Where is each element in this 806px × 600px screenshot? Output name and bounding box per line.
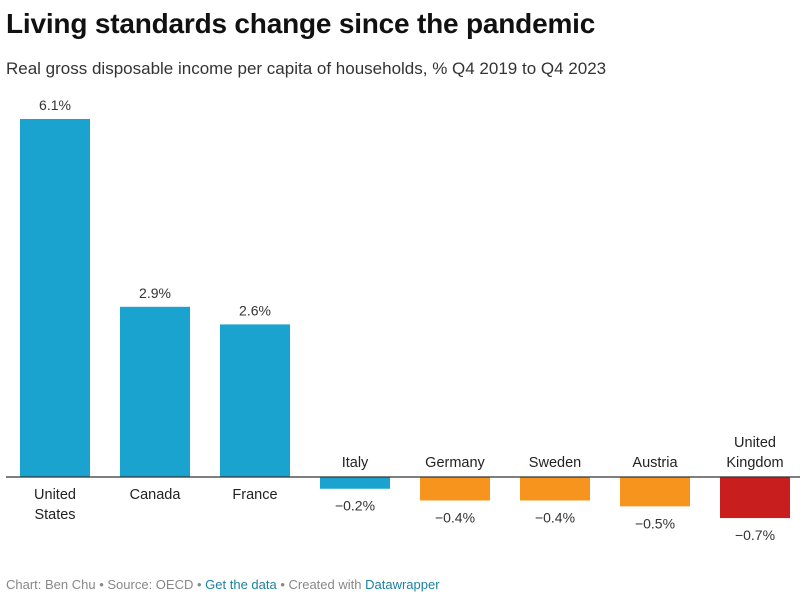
chart-footer: Chart: Ben Chu • Source: OECD • Get the … (6, 577, 440, 592)
bar-0 (20, 119, 90, 477)
value-label: −0.2% (335, 498, 375, 514)
value-label: −0.4% (535, 509, 575, 525)
chart-title: Living standards change since the pandem… (6, 8, 596, 39)
category-label: Italy (342, 455, 369, 471)
category-label-line: Germany (425, 455, 485, 471)
value-label: −0.5% (635, 515, 675, 531)
footer-separator: • (193, 577, 206, 592)
category-label-line: France (232, 487, 277, 503)
category-label: United States (34, 487, 76, 523)
value-label: 2.9% (139, 285, 171, 301)
category-label: Austria (632, 455, 678, 471)
bar-3 (320, 477, 390, 489)
chart-subtitle: Real gross disposable income per capita … (6, 59, 607, 78)
category-label-line: United (34, 487, 76, 503)
footer-separator: • (276, 577, 289, 592)
category-label-line: Kingdom (726, 455, 783, 471)
category-label-line: United (734, 435, 776, 451)
category-label: France (232, 487, 277, 503)
created-with-text: Created with (288, 577, 362, 592)
category-label: Canada (130, 487, 182, 503)
category-label-line: Italy (342, 455, 369, 471)
get-the-data-link[interactable]: Get the data (205, 577, 277, 592)
bar-chart: 6.1% United States 2.9% Canada 2.6% France −0.2… (6, 97, 800, 543)
source-credit: Source: OECD (107, 577, 194, 592)
bar-2 (220, 324, 290, 477)
category-label-line: States (34, 507, 75, 523)
category-label: Germany (425, 455, 485, 471)
bar-5 (520, 477, 590, 501)
value-label: 6.1% (39, 97, 71, 113)
bar-1 (120, 306, 190, 477)
category-label: Sweden (529, 455, 581, 471)
category-label: United Kingdom (726, 435, 783, 471)
value-label: −0.4% (435, 509, 475, 525)
category-label-line: Austria (632, 455, 678, 471)
chart-credit: Chart: Ben Chu (6, 577, 96, 592)
footer-separator: • (95, 577, 108, 592)
bar-7 (720, 477, 790, 519)
category-label-line: Canada (130, 487, 182, 503)
category-label-line: Sweden (529, 455, 581, 471)
datawrapper-link[interactable]: Datawrapper (365, 577, 440, 592)
value-label: 2.6% (239, 302, 271, 318)
bar-6 (620, 477, 690, 507)
value-label: −0.7% (735, 527, 775, 543)
bar-4 (420, 477, 490, 501)
